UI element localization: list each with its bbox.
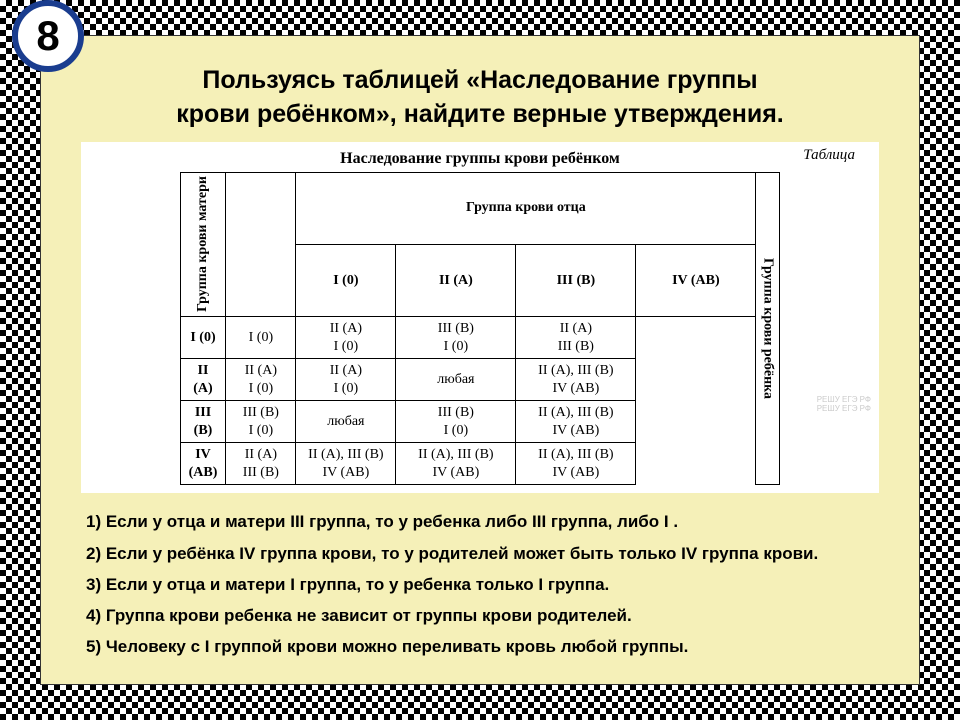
col-header-1: II (A) xyxy=(396,244,516,316)
col-header-0: I (0) xyxy=(296,244,396,316)
title-line-1: Пользуясь таб­ли­цей «Наследование груп­… xyxy=(202,66,757,94)
watermark: РЕШУ ЕГЭ РФРЕШУ ЕГЭ РФ xyxy=(817,396,871,414)
cell-1-3: II (A), III (B)IV (AB) xyxy=(516,359,636,401)
row-header-3: IV (AB) xyxy=(180,443,226,485)
col-header-2: III (B) xyxy=(516,244,636,316)
table-title: Наследование группы крови ребёнком xyxy=(101,150,859,168)
cell-2-1: любая xyxy=(296,401,396,443)
cell-3-1: II (A), III (B)IV (AB) xyxy=(296,443,396,485)
cell-2-3: II (A), III (B)IV (AB) xyxy=(516,401,636,443)
title-line-2: крови ребёнком», найдите верные утвержде… xyxy=(176,100,784,128)
statement-2: 2) Если у ребёнка IV груп­па крови, то у… xyxy=(86,540,874,567)
table-caption-label: Таблица xyxy=(803,147,855,164)
cell-2-0: III (B)I (0) xyxy=(226,401,296,443)
cell-3-0: II (A)III (B) xyxy=(226,443,296,485)
mother-header: Группа крови матери xyxy=(180,172,226,317)
cell-1-0: II (A)I (0) xyxy=(226,359,296,401)
cell-0-0: I (0) xyxy=(226,317,296,359)
statement-3: 3) Если у отца и ма­те­ри I группа, то у… xyxy=(86,571,874,598)
row-header-0: I (0) xyxy=(180,317,226,359)
cell-1-1: II (A)I (0) xyxy=(296,359,396,401)
statements-list: 1) Если у отца и ма­те­ри III группа, то… xyxy=(86,508,874,660)
child-header: Группа крови ребёнка xyxy=(756,172,780,485)
statement-1: 1) Если у отца и ма­те­ри III группа, то… xyxy=(86,508,874,535)
cell-0-1: II (A)I (0) xyxy=(296,317,396,359)
question-number: 8 xyxy=(36,12,59,60)
cell-0-2: III (B)I (0) xyxy=(396,317,516,359)
row-header-1: II (A) xyxy=(180,359,226,401)
content-panel: Пользуясь таб­ли­цей «Наследование груп­… xyxy=(40,35,920,685)
cell-1-2: любая xyxy=(396,359,516,401)
cell-0-3: II (A)III (B) xyxy=(516,317,636,359)
statement-5: 5) Человеку с I группой крови можно пере… xyxy=(86,633,874,660)
col-header-3: IV (AB) xyxy=(636,244,756,316)
question-number-badge: 8 xyxy=(12,0,84,72)
cell-2-2: III (B)I (0) xyxy=(396,401,516,443)
father-header: Группа крови отца xyxy=(296,172,756,244)
main-title: Пользуясь таб­ли­цей «Наследование груп­… xyxy=(86,64,874,132)
cell-3-2: II (A), III (B)IV (AB) xyxy=(396,443,516,485)
statement-4: 4) Группа крови ребенка не зависит от гр… xyxy=(86,602,874,629)
blood-type-table: Группа крови матери Группа крови отца Гр… xyxy=(180,172,781,486)
table-container: Таблица Наследование группы крови ребёнк… xyxy=(81,142,879,494)
row-header-2: III (B) xyxy=(180,401,226,443)
cell-3-3: II (A), III (B)IV (AB) xyxy=(516,443,636,485)
